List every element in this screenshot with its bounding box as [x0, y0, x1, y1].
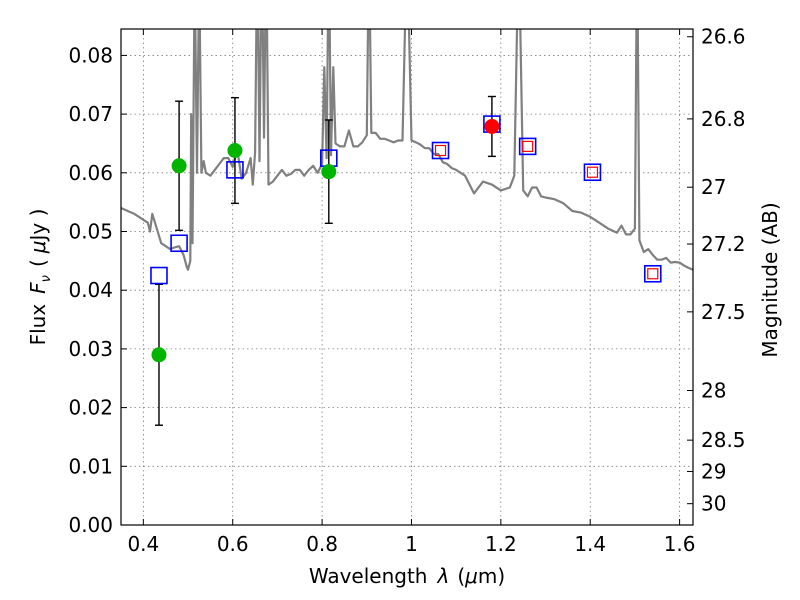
y-tick-label: 0.03: [68, 337, 113, 361]
series-layer: [121, 29, 693, 271]
y2-tick-label: 26.8: [701, 107, 746, 131]
observed-point: [151, 347, 167, 363]
y-tick-label: 0.01: [68, 454, 113, 478]
plot-frame: [120, 28, 694, 526]
grid: [121, 29, 693, 526]
y-axis-label: FluxFν(μJy ): [26, 209, 54, 346]
y-tick-label: 0.08: [68, 43, 113, 67]
x-tick-label: 0.8: [306, 532, 338, 556]
observed-point: [321, 164, 337, 180]
y2-tick-label: 28: [701, 379, 726, 403]
y2-tick-label: 29: [701, 459, 726, 483]
y-tick-label: 0.04: [68, 278, 113, 302]
upper-limit-marker: [522, 140, 534, 152]
model-band-marker: [518, 137, 537, 156]
markers-layer: [150, 95, 662, 426]
x-tick-label: 1.2: [485, 532, 517, 556]
y2-tick-label: 27.2: [701, 232, 746, 256]
x-tick-label: 1: [405, 532, 418, 556]
observed-point: [484, 118, 500, 134]
model-band-marker: [226, 161, 244, 179]
y2-tick-label: 30: [701, 492, 726, 516]
y-tick-label: 0.06: [68, 161, 113, 185]
y-tick-label: 0.00: [68, 513, 113, 537]
y-tick-label: 0.05: [68, 220, 113, 244]
y-tick-label: 0.07: [68, 102, 113, 126]
model-sed-line: [121, 29, 693, 271]
observed-point: [171, 158, 187, 174]
model-band-marker: [431, 141, 450, 160]
y2-tick-label: 27: [701, 175, 726, 199]
model-band-marker: [643, 264, 662, 283]
x-tick-label: 0.4: [127, 532, 159, 556]
x-tick-label: 1.4: [574, 532, 606, 556]
y2-tick-label: 27.5: [701, 300, 746, 324]
y2-tick-label: 26.6: [701, 25, 746, 49]
upper-limit-marker: [647, 268, 659, 280]
observed-point: [227, 143, 243, 159]
y2-tick-label: 28.5: [701, 428, 746, 452]
x-axis-label: Wavelength λ (μm): [309, 564, 505, 588]
model-band-marker: [150, 266, 168, 285]
x-tick-label: 1.6: [664, 532, 696, 556]
model-band-marker: [583, 163, 602, 182]
y2-axis-label: Magnitude (AB): [758, 202, 782, 357]
upper-limit-marker: [434, 144, 447, 157]
x-tick-label: 0.6: [217, 532, 249, 556]
ticks: 0.4 0.6 0.8 1 1.2 1.4 1.6 0.00 0.01 0.02 0.03 0.04 0…: [68, 25, 745, 556]
y-tick-label: 0.02: [68, 396, 113, 420]
model-band-marker: [170, 234, 188, 253]
upper-limit-marker: [586, 166, 599, 178]
